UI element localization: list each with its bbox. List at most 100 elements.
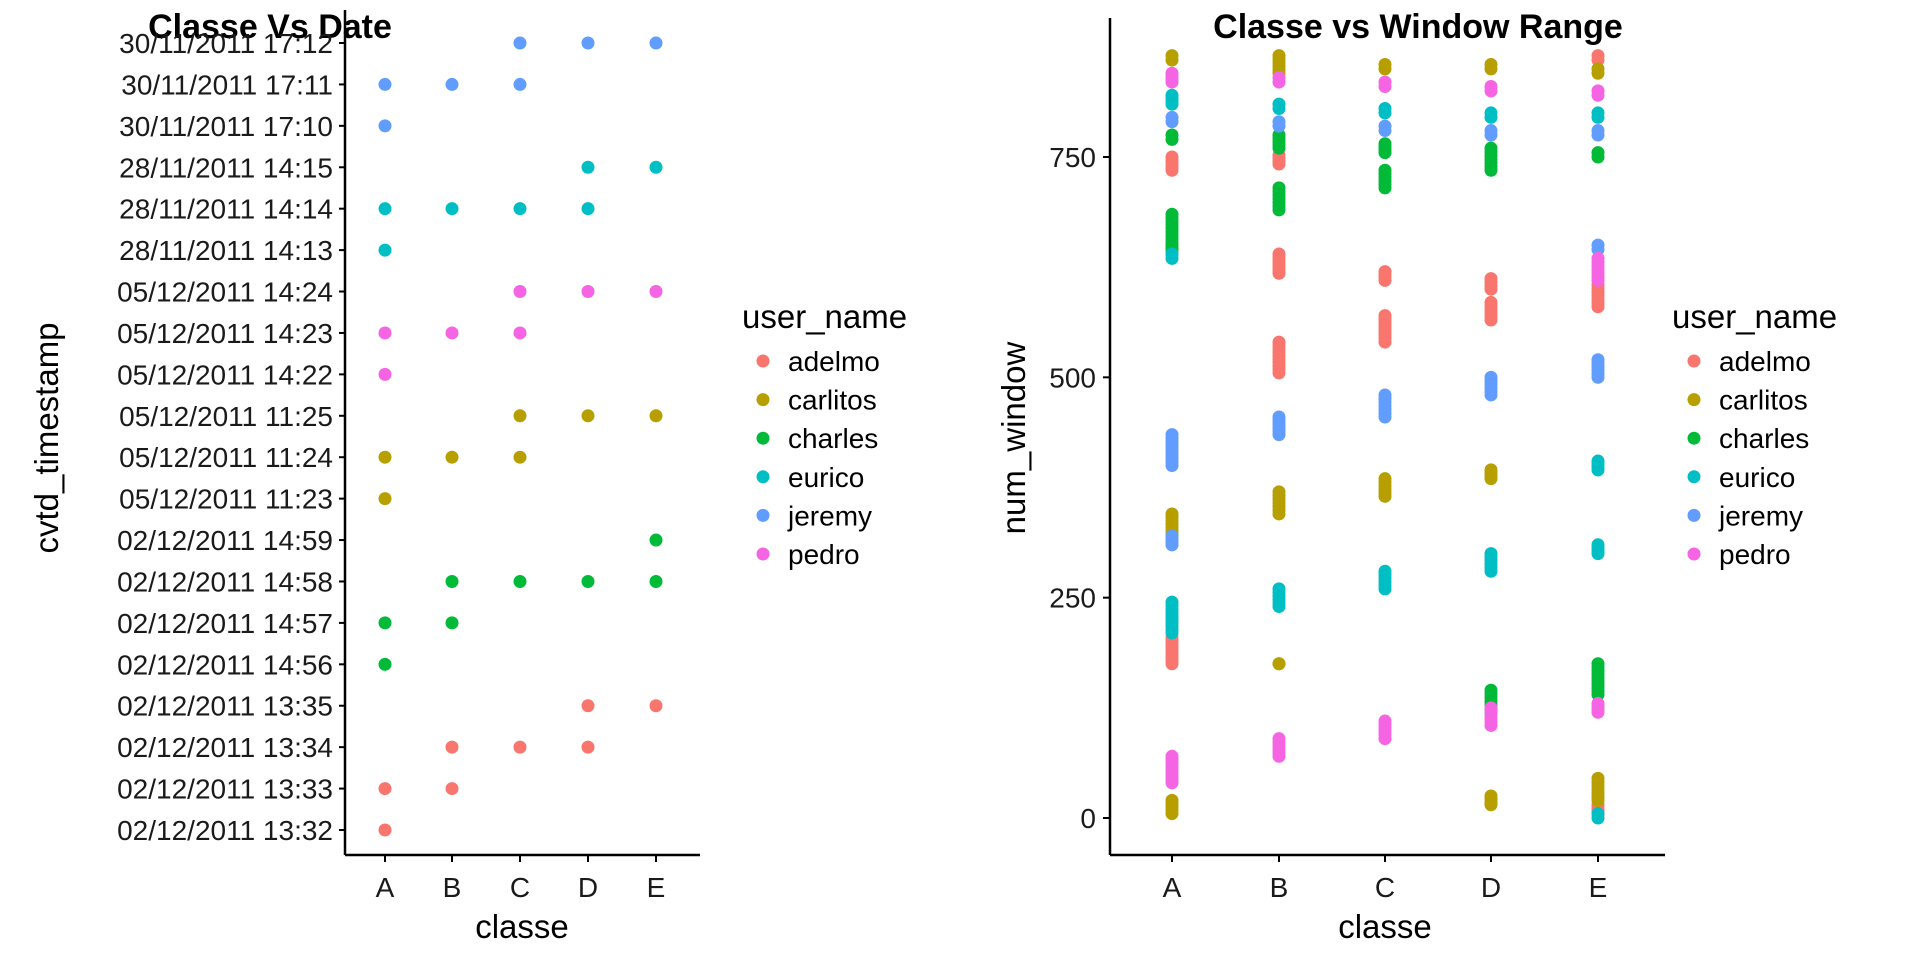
data-point-carlitos [1484,463,1498,477]
date-plot: Classe Vs Date 02/12/2011 13:3202/12/201… [28,8,700,945]
data-point-adelmo [649,699,663,713]
data-point-adelmo [1272,247,1286,261]
data-point-carlitos [1484,789,1498,803]
data-point-pedro [1378,75,1392,89]
data-point-adelmo [513,740,527,754]
data-point-eurico [1272,582,1286,596]
data-point-eurico [1591,807,1605,821]
legend-label-jeremy: jeremy [1718,500,1803,531]
data-point-carlitos [445,450,459,464]
data-point-charles [1165,128,1179,142]
legend-key-carlitos [756,393,770,407]
y-tick-label: 02/12/2011 13:35 [117,691,333,722]
data-point-pedro [1378,714,1392,728]
x-tick-label: C [510,872,530,903]
data-point-jeremy [378,119,392,133]
x-tick-label: D [1481,872,1501,903]
data-point-adelmo [1272,335,1286,349]
y-tick-label: 750 [1049,142,1096,173]
legend-label-eurico: eurico [1719,462,1795,493]
data-point-eurico [1378,102,1392,116]
x-tick-label: E [647,872,666,903]
legend-key-charles [1687,431,1701,445]
data-point-charles [1591,657,1605,671]
y-tick-label: 02/12/2011 13:32 [117,815,333,846]
data-point-pedro [1591,696,1605,710]
data-point-jeremy [513,77,527,91]
data-point-eurico [649,160,663,174]
data-point-carlitos [1165,49,1179,63]
legend-key-eurico [1687,470,1701,484]
data-point-eurico [1165,247,1179,261]
data-point-jeremy [581,36,595,50]
data-point-eurico [445,202,459,216]
legend-label-eurico: eurico [788,462,864,493]
data-point-eurico [1165,88,1179,102]
data-point-charles [1378,137,1392,151]
data-point-adelmo [581,740,595,754]
data-point-jeremy [1165,428,1179,442]
data-point-adelmo [378,823,392,837]
data-point-adelmo [1484,272,1498,286]
legend-label-pedro: pedro [788,539,860,570]
data-point-adelmo [445,740,459,754]
data-point-pedro [1272,732,1286,746]
data-point-jeremy [1591,238,1605,252]
data-point-pedro [1484,79,1498,93]
legend-key-jeremy [1687,508,1701,522]
x-tick-label: A [1163,872,1182,903]
window-plot-y-ticks: 0 250 500 750 [1049,142,1110,834]
data-point-charles [1484,141,1498,155]
data-point-jeremy [1165,529,1179,543]
data-point-jeremy [1484,124,1498,138]
legend-key-adelmo [1687,354,1701,368]
data-point-adelmo [1378,265,1392,279]
data-point-eurico [1591,106,1605,120]
data-point-eurico [1378,564,1392,578]
legend-title: user_name [742,298,907,335]
x-tick-label: B [443,872,462,903]
y-tick-label: 28/11/2011 14:14 [119,194,333,225]
data-point-pedro [513,326,527,340]
data-point-charles [1272,181,1286,195]
data-point-charles [581,574,595,588]
data-point-eurico [1591,454,1605,468]
data-point-adelmo [581,699,595,713]
window-plot-x-label: classe [1338,908,1432,945]
data-point-eurico [581,160,595,174]
data-point-charles [445,616,459,630]
window-plot-y-label: num_window [995,342,1032,535]
data-point-pedro [1165,749,1179,763]
y-tick-label: 500 [1049,362,1096,393]
data-point-carlitos [1591,771,1605,785]
data-point-carlitos [378,450,392,464]
data-point-carlitos [513,409,527,423]
data-point-jeremy [1591,124,1605,138]
data-point-charles [378,657,392,671]
y-tick-label: 02/12/2011 14:58 [117,566,333,597]
legend-key-adelmo [756,354,770,368]
data-point-pedro [581,285,595,299]
legend-entries: adelmo carlitos charles eurico jeremy pedro [756,346,880,570]
data-point-adelmo [1378,309,1392,323]
y-tick-label: 05/12/2011 14:22 [117,359,333,390]
x-tick-label: D [578,872,598,903]
data-point-jeremy [378,77,392,91]
y-tick-label: 30/11/2011 17:10 [119,111,333,142]
legend-key-pedro [756,547,770,561]
y-tick-label: 250 [1049,583,1096,614]
data-point-carlitos [649,409,663,423]
data-point-charles [1165,207,1179,221]
data-point-pedro [1591,84,1605,98]
data-point-pedro [1165,66,1179,80]
y-tick-label: 05/12/2011 14:24 [117,277,333,308]
data-point-charles [1484,683,1498,697]
y-tick-label: 28/11/2011 14:15 [119,152,333,183]
data-point-carlitos [513,450,527,464]
legend-label-adelmo: adelmo [788,346,880,377]
data-point-charles [1591,146,1605,160]
y-tick-label: 30/11/2011 17:12 [119,28,333,59]
data-point-jeremy [1272,410,1286,424]
